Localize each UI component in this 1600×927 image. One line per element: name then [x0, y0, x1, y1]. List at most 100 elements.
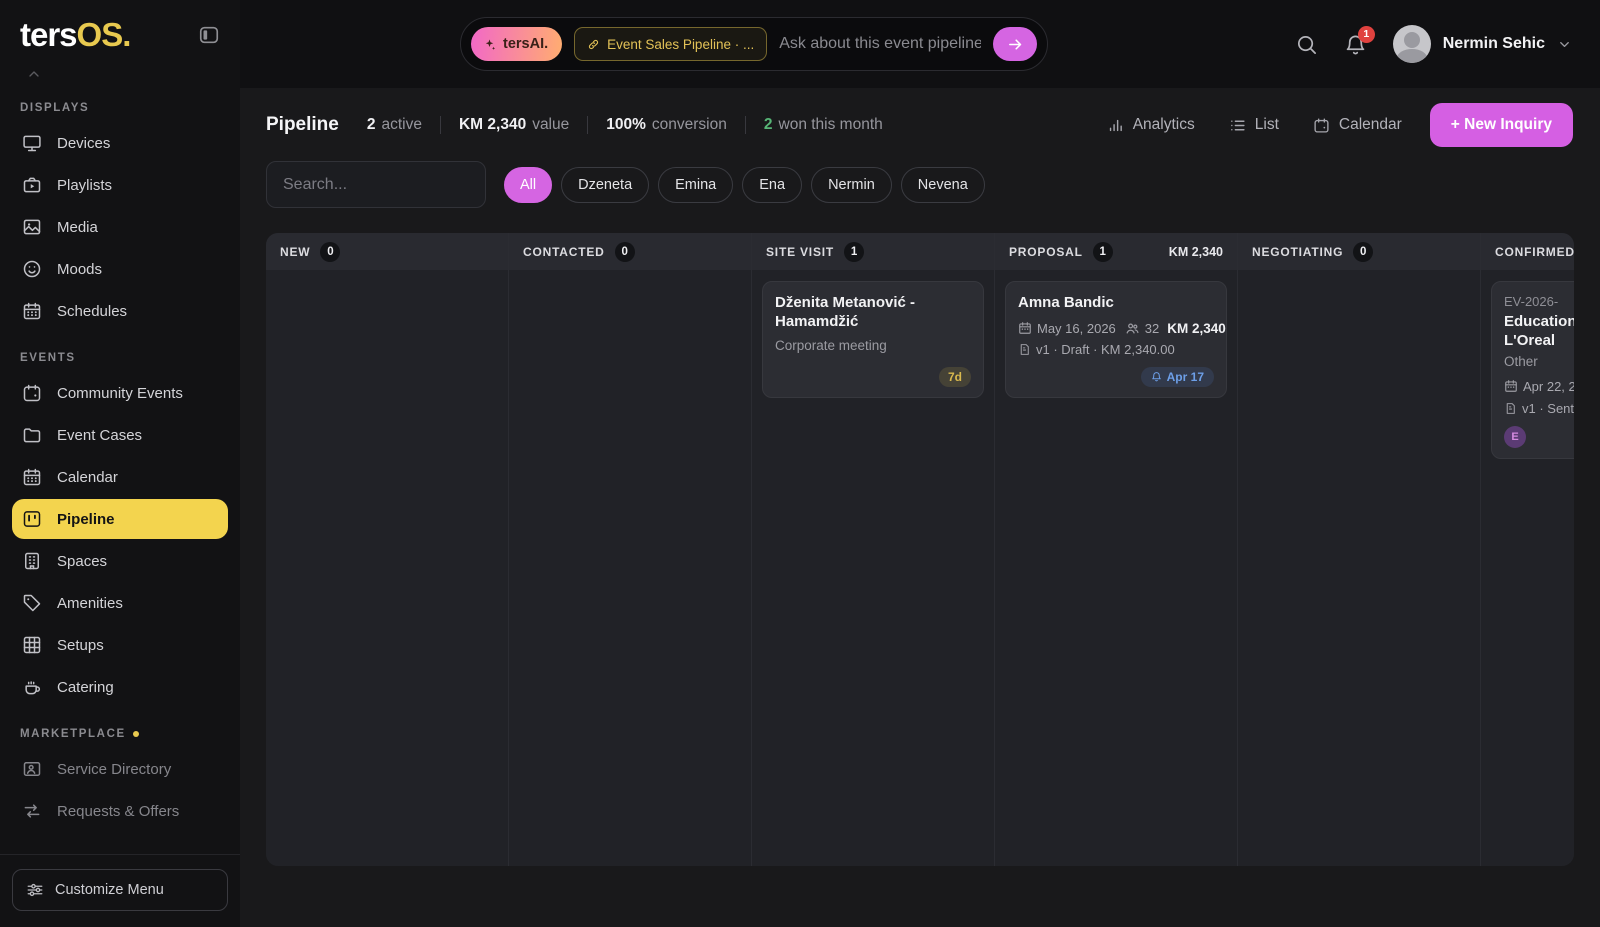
kanban-board: NEW 0 CONTACTED 0 SITE VISIT 1: [266, 233, 1574, 866]
pipeline-page: Pipeline 2 active KM 2,340 value 100% conve…: [240, 88, 1600, 927]
sidebar-item-label: Moods: [57, 260, 103, 278]
column-new: NEW 0: [266, 233, 509, 866]
column-name: SITE VISIT: [766, 244, 835, 259]
column-site-visit: SITE VISIT 1 Dženita Metanović - Hamamdž…: [752, 233, 995, 866]
column-body[interactable]: Dženita Metanović - Hamamdžić Corporate …: [752, 270, 994, 866]
sidebar-item-moods[interactable]: Moods: [12, 249, 228, 289]
column-body[interactable]: [1238, 270, 1480, 866]
playlist-icon: [22, 175, 42, 195]
sidebar-item-label: Spaces: [57, 552, 108, 570]
swap-arrows-icon: [22, 801, 42, 821]
card-guest-count: 32: [1144, 320, 1160, 336]
topbar: tersAI. Event Sales Pipeline · ... 1: [240, 0, 1600, 88]
analytics-view-button[interactable]: Analytics: [1107, 116, 1195, 134]
sidebar-item-setups[interactable]: Setups: [12, 625, 228, 665]
sidebar-item-schedules[interactable]: Schedules: [12, 291, 228, 331]
tersai-pill[interactable]: tersAI.: [471, 27, 563, 61]
column-name: NEW: [280, 244, 311, 259]
new-inquiry-button[interactable]: + New Inquiry: [1429, 103, 1573, 147]
column-proposal: PROPOSAL 1 KM 2,340 Amna Bandic May 16, …: [995, 233, 1238, 866]
notifications-bell-icon[interactable]: 1: [1344, 25, 1375, 56]
column-header: SITE VISIT 1: [752, 233, 994, 270]
column-body[interactable]: [266, 270, 508, 866]
search-input[interactable]: [266, 161, 486, 208]
pipeline-card-amna[interactable]: Amna Bandic May 16, 2026 32 KM 2,340 v1: [1005, 281, 1227, 398]
card-date: May 16, 2026: [1037, 320, 1116, 336]
calendar-icon: [1313, 117, 1330, 134]
sidebar-item-spaces[interactable]: Spaces: [12, 541, 228, 581]
search-icon[interactable]: [1295, 33, 1318, 56]
chip-nevena[interactable]: Nevena: [900, 166, 985, 203]
chip-nermin[interactable]: Nermin: [811, 166, 892, 203]
customize-menu-button[interactable]: Customize Menu: [12, 869, 228, 911]
sidebar-item-label: Event Cases: [57, 426, 143, 444]
monitor-icon: [22, 133, 42, 153]
user-menu[interactable]: Nermin Sehic: [1392, 25, 1572, 63]
chevron-up-icon[interactable]: [26, 66, 240, 82]
pipeline-card-loreal[interactable]: EV-2026- Education L'Oreal Other Apr 22,…: [1491, 281, 1574, 459]
sidebar-item-calendar[interactable]: Calendar: [12, 457, 228, 497]
card-title-line2: L'Oreal: [1504, 331, 1556, 349]
sidebar-item-media[interactable]: Media: [12, 207, 228, 247]
section-label-events: EVENTS: [20, 352, 76, 364]
card-amount: KM 2,340: [1167, 320, 1226, 336]
bell-icon: [1151, 371, 1162, 382]
section-label-displays: DISPLAYS: [20, 102, 90, 114]
ai-prompt-input[interactable]: [779, 35, 981, 53]
card-title: Education: [1504, 313, 1574, 330]
sidebar: tersOS. DISPLAYS Devices Playlists Media…: [0, 0, 240, 927]
calendar-view-button[interactable]: Calendar: [1313, 116, 1402, 134]
stat-won: 2 won this month: [763, 116, 883, 133]
pipeline-card-dzenita[interactable]: Dženita Metanović - Hamamdžić Corporate …: [762, 281, 984, 398]
owner-filter-chips: All Dzeneta Emina Ena Nermin Nevena: [504, 166, 985, 203]
column-body[interactable]: [509, 270, 751, 866]
sidebar-item-label: Catering: [57, 678, 114, 696]
grid-icon: [22, 635, 42, 655]
arrow-right-icon: [1007, 36, 1024, 53]
chip-ena[interactable]: Ena: [742, 166, 803, 203]
guests-icon: [1125, 321, 1140, 336]
sidebar-item-event-cases[interactable]: Event Cases: [12, 415, 228, 455]
page-title: Pipeline: [266, 114, 339, 135]
context-chip[interactable]: Event Sales Pipeline · ...: [574, 27, 768, 61]
sidebar-item-service-directory[interactable]: Service Directory: [12, 749, 228, 789]
column-header: CONTACTED 0: [509, 233, 751, 270]
image-icon: [22, 217, 42, 237]
stat-conversion: 100% conversion: [606, 116, 727, 133]
sidebar-item-label: Pipeline: [57, 510, 115, 528]
sidebar-item-devices[interactable]: Devices: [12, 123, 228, 163]
chip-all[interactable]: All: [504, 166, 553, 203]
calendar-grid-icon: [22, 467, 42, 487]
chip-emina[interactable]: Emina: [658, 166, 734, 203]
kanban-icon: [22, 509, 42, 529]
column-header: PROPOSAL 1 KM 2,340: [995, 233, 1237, 270]
column-header: CONFIRMED: [1481, 233, 1574, 270]
stat-value: KM 2,340 value: [458, 116, 570, 133]
column-body[interactable]: Amna Bandic May 16, 2026 32 KM 2,340 v1: [995, 270, 1237, 866]
sidebar-collapse-icon[interactable]: [198, 24, 220, 46]
list-view-button[interactable]: List: [1229, 116, 1279, 134]
sidebar-item-pipeline[interactable]: Pipeline: [12, 499, 228, 539]
calendar-grid-icon: [22, 301, 42, 321]
sidebar-item-amenities[interactable]: Amenities: [12, 583, 228, 623]
view-button-label: Analytics: [1132, 116, 1195, 133]
column-name: NEGOTIATING: [1252, 244, 1344, 259]
sidebar-item-catering[interactable]: Catering: [12, 667, 228, 707]
column-name: CONTACTED: [523, 244, 605, 259]
sidebar-item-label: Playlists: [57, 176, 113, 194]
sidebar-item-playlists[interactable]: Playlists: [12, 165, 228, 205]
sidebar-item-community-events[interactable]: Community Events: [12, 373, 228, 413]
avatar: [1392, 25, 1431, 63]
list-icon: [1229, 117, 1246, 134]
column-body[interactable]: EV-2026- Education L'Oreal Other Apr 22,…: [1481, 270, 1574, 866]
view-button-label: List: [1254, 116, 1279, 133]
sidebar-item-label: Media: [57, 218, 98, 236]
column-count-badge: 0: [320, 241, 341, 262]
brand-logo: tersOS.: [20, 16, 131, 53]
send-button[interactable]: [993, 27, 1037, 61]
sidebar-item-requests-offers[interactable]: Requests & Offers: [12, 791, 228, 831]
chip-dzeneta[interactable]: Dzeneta: [561, 166, 650, 203]
sidebar-item-label: Devices: [57, 134, 111, 152]
sidebar-item-label: Community Events: [57, 384, 183, 402]
